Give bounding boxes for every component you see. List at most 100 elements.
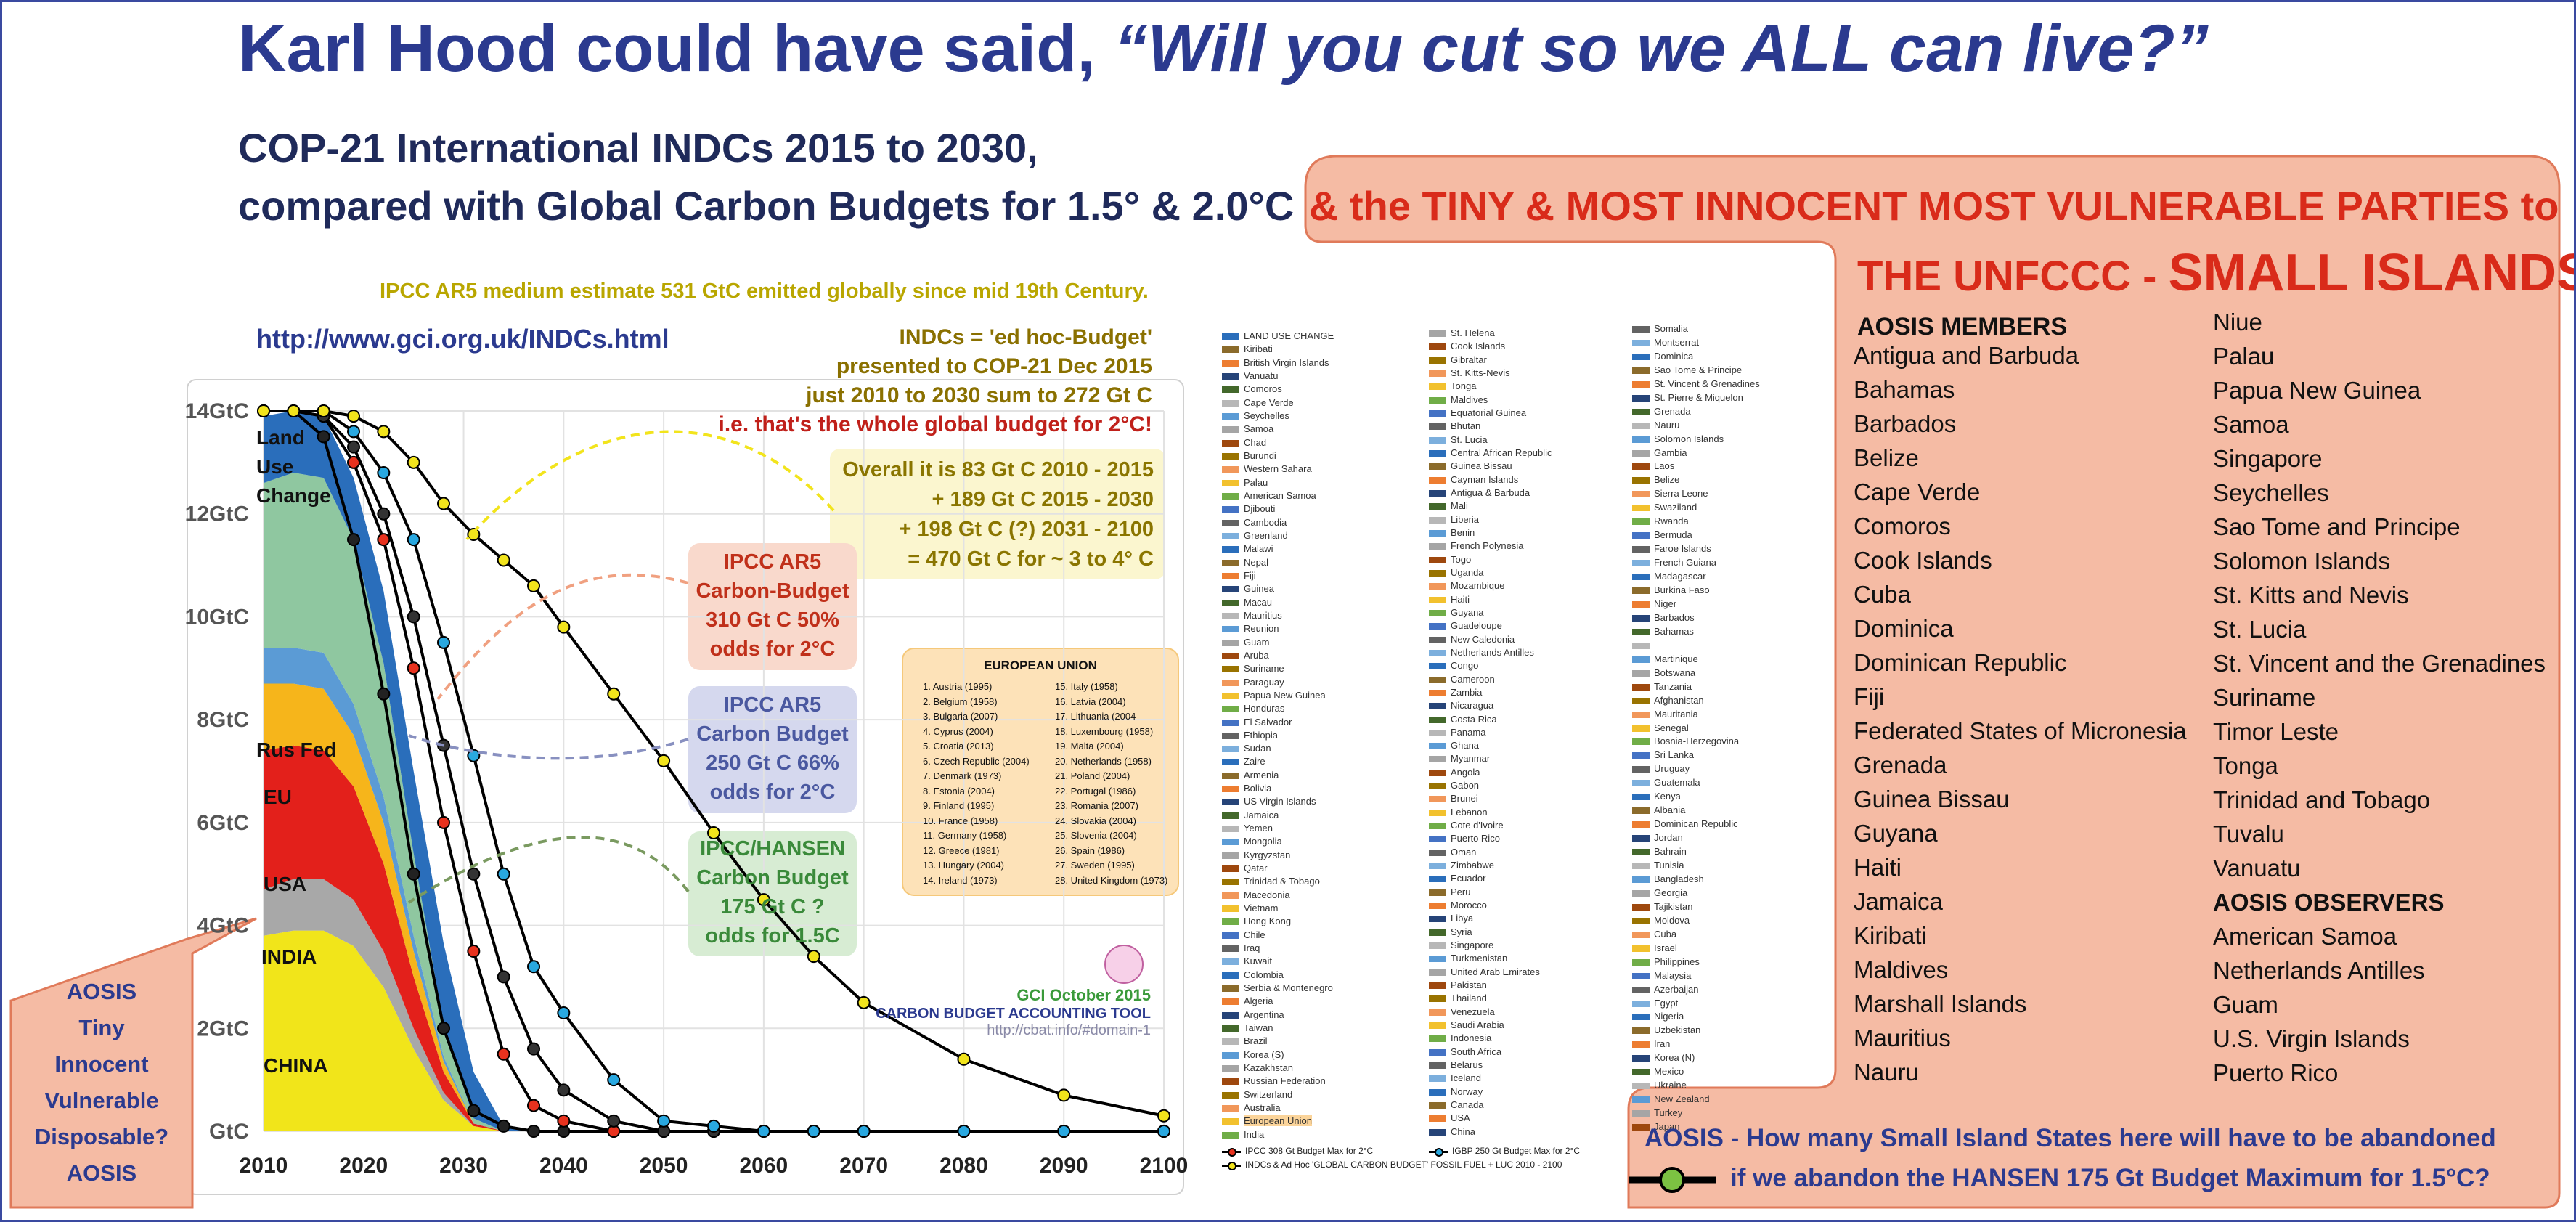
legend-label: Brunei bbox=[1451, 793, 1478, 805]
area bbox=[264, 411, 1164, 1131]
area-label: EU bbox=[264, 786, 292, 808]
curve-point bbox=[657, 1114, 671, 1128]
legend-swatch bbox=[1222, 386, 1239, 394]
legend-label: Guinea Bissau bbox=[1451, 460, 1512, 472]
legend-label: Kenya bbox=[1654, 791, 1681, 802]
legend-swatch bbox=[1222, 918, 1239, 926]
legend-swatch bbox=[1632, 574, 1650, 581]
curve-point bbox=[377, 425, 391, 439]
legend-label: Reunion bbox=[1244, 623, 1279, 635]
legend-swatch bbox=[1632, 656, 1650, 663]
legend-line-label: IPCC 308 Gt Budget Max for 2°C bbox=[1245, 1146, 1374, 1156]
legend-swatch bbox=[1632, 587, 1650, 595]
legend-swatch bbox=[1429, 1128, 1446, 1136]
question: if we abandon the HANSEN 175 Gt Budget M… bbox=[1730, 1164, 2490, 1192]
legend-swatch bbox=[1632, 752, 1650, 759]
curve-point bbox=[607, 1114, 621, 1128]
legend-label: Gabon bbox=[1451, 780, 1480, 791]
legend-swatch bbox=[1222, 1025, 1239, 1032]
aosis-member: Palau bbox=[2213, 343, 2275, 370]
legend-swatch bbox=[1632, 1000, 1650, 1007]
legend-swatch bbox=[1429, 916, 1446, 923]
budget-box bbox=[688, 543, 857, 670]
overall-note: = 470 Gt C for ~ 3 to 4° C bbox=[908, 547, 1154, 571]
y-tick-label: 10GtC bbox=[185, 605, 249, 629]
curve-point bbox=[347, 410, 360, 423]
legend-label: Trinidad & Tobago bbox=[1244, 876, 1320, 887]
legend-swatch bbox=[1429, 516, 1446, 524]
aosis-member: Seychelles bbox=[2213, 479, 2329, 506]
curve-point bbox=[957, 1125, 971, 1138]
legend-swatch bbox=[1222, 412, 1239, 420]
curve-point bbox=[347, 440, 360, 454]
legend-swatch bbox=[1429, 796, 1446, 803]
legend-line-label: INDCs & Ad Hoc 'GLOBAL CARBON BUDGET' FO… bbox=[1245, 1160, 1562, 1170]
legend-swatch bbox=[1632, 491, 1650, 498]
legend-swatch bbox=[1222, 879, 1239, 886]
legend-swatch bbox=[1222, 652, 1239, 659]
legend-label: Cote d'Ivoire bbox=[1451, 820, 1504, 831]
legend-label: Kazakhstan bbox=[1244, 1062, 1293, 1074]
curve-point bbox=[407, 455, 420, 469]
aosis-member: Solomon Islands bbox=[2213, 547, 2390, 574]
legend-label: Botswana bbox=[1654, 667, 1696, 678]
legend-swatch bbox=[1222, 719, 1239, 726]
legend-swatch bbox=[1632, 958, 1650, 966]
legend-label: Vietnam bbox=[1244, 903, 1279, 914]
legend-swatch bbox=[1632, 835, 1650, 842]
legend-label: Singapore bbox=[1451, 940, 1494, 951]
curve-point bbox=[467, 867, 481, 881]
legend-swatch bbox=[1429, 729, 1446, 736]
legend-swatch bbox=[1632, 532, 1650, 539]
legend-label: Afghanistan bbox=[1654, 694, 1704, 706]
legend-label: Indonesia bbox=[1451, 1032, 1492, 1044]
curve-point bbox=[527, 960, 540, 974]
aosis-side: AOSIS bbox=[66, 1160, 137, 1186]
legend-label: Guinea bbox=[1244, 583, 1274, 595]
aosis-member: Cape Verde bbox=[1854, 478, 1981, 505]
aosis-title: AOSIS OBSERVERS bbox=[2213, 889, 2445, 916]
legend-label: Chad bbox=[1244, 436, 1267, 448]
aosis-member: Tuvalu bbox=[2213, 820, 2284, 847]
legend-swatch bbox=[1222, 972, 1239, 979]
legend-swatch bbox=[1632, 642, 1650, 649]
aosis-member: Cuba bbox=[1854, 581, 1911, 608]
y-tick-label: 4GtC bbox=[197, 914, 249, 938]
legend-label: Algeria bbox=[1244, 995, 1273, 1007]
aosis-tab bbox=[9, 917, 257, 1209]
legend-swatch bbox=[1222, 985, 1239, 993]
islands-prefix: THE UNFCCC - bbox=[1857, 253, 2169, 300]
legend-label: Tunisia bbox=[1654, 860, 1684, 871]
legend-label: China bbox=[1451, 1125, 1475, 1137]
legend-swatch bbox=[1222, 626, 1239, 633]
legend-swatch bbox=[1222, 346, 1239, 354]
legend-label: French Polynesia bbox=[1451, 540, 1524, 552]
connector bbox=[408, 734, 689, 760]
legend-swatch bbox=[1222, 532, 1239, 539]
legend-swatch bbox=[1429, 823, 1446, 830]
legend-label: Australia bbox=[1244, 1102, 1281, 1114]
x-tick-label: 2030 bbox=[439, 1154, 488, 1178]
legend-label: Canada bbox=[1451, 1099, 1484, 1111]
aosis-member: Barbados bbox=[1854, 410, 1957, 437]
legend-label: Somalia bbox=[1654, 323, 1688, 334]
legend-label: Burundi bbox=[1244, 449, 1276, 461]
legend-label: Jordan bbox=[1654, 832, 1683, 844]
curve-point bbox=[707, 1119, 720, 1133]
legend-label: Madagascar bbox=[1654, 571, 1706, 582]
legend-label: Nepal bbox=[1244, 556, 1268, 568]
curve-point bbox=[557, 1083, 571, 1097]
islands-panel bbox=[1304, 155, 2561, 1209]
aosis-observer: Puerto Rico bbox=[2213, 1059, 2339, 1086]
legend-swatch bbox=[1429, 609, 1446, 616]
legend-swatch bbox=[1429, 1102, 1446, 1109]
aosis-member: Timor Leste bbox=[2213, 718, 2339, 745]
subtitle: COP-21 International INDCs 2015 to 2030, bbox=[238, 125, 1038, 171]
legend-label: Georgia bbox=[1654, 887, 1688, 898]
legend-label: Puerto Rico bbox=[1451, 833, 1500, 844]
legend-label: Guam bbox=[1244, 636, 1270, 648]
eu-member: 20. Netherlands (1958) bbox=[1055, 755, 1152, 767]
legend-swatch bbox=[1632, 326, 1650, 333]
legend-swatch bbox=[1632, 945, 1650, 952]
